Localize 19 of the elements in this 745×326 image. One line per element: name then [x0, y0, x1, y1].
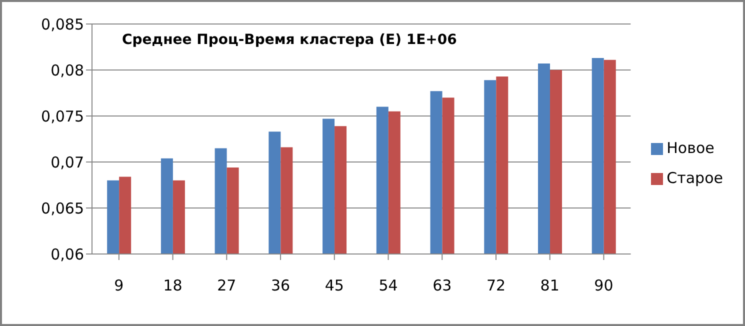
x-tick-label: 72	[486, 276, 506, 295]
x-tick-label: 63	[432, 276, 452, 295]
x-tick-label: 45	[324, 276, 344, 295]
y-tick-label: 0,08	[50, 61, 84, 80]
x-tick-label: 81	[540, 276, 560, 295]
y-tick-label: 0,065	[41, 199, 84, 218]
x-tick-label: 90	[594, 276, 614, 295]
y-tick-label: 0,06	[50, 245, 84, 264]
y-tick-label: 0,07	[50, 153, 84, 172]
x-tick-label: 54	[378, 276, 398, 295]
y-tick-label: 0,075	[41, 107, 84, 126]
x-tick-label: 9	[114, 276, 124, 295]
x-tick-label: 18	[163, 276, 182, 295]
legend-label: Новое	[666, 139, 714, 157]
x-tick-label: 36	[270, 276, 290, 295]
x-tick-label: 27	[217, 276, 236, 295]
text: Среднее Проц-Время кластера (E) 1E+06	[122, 32, 457, 48]
y-tick-label: 0,085	[41, 15, 84, 34]
legend-label: Старое	[666, 169, 723, 187]
